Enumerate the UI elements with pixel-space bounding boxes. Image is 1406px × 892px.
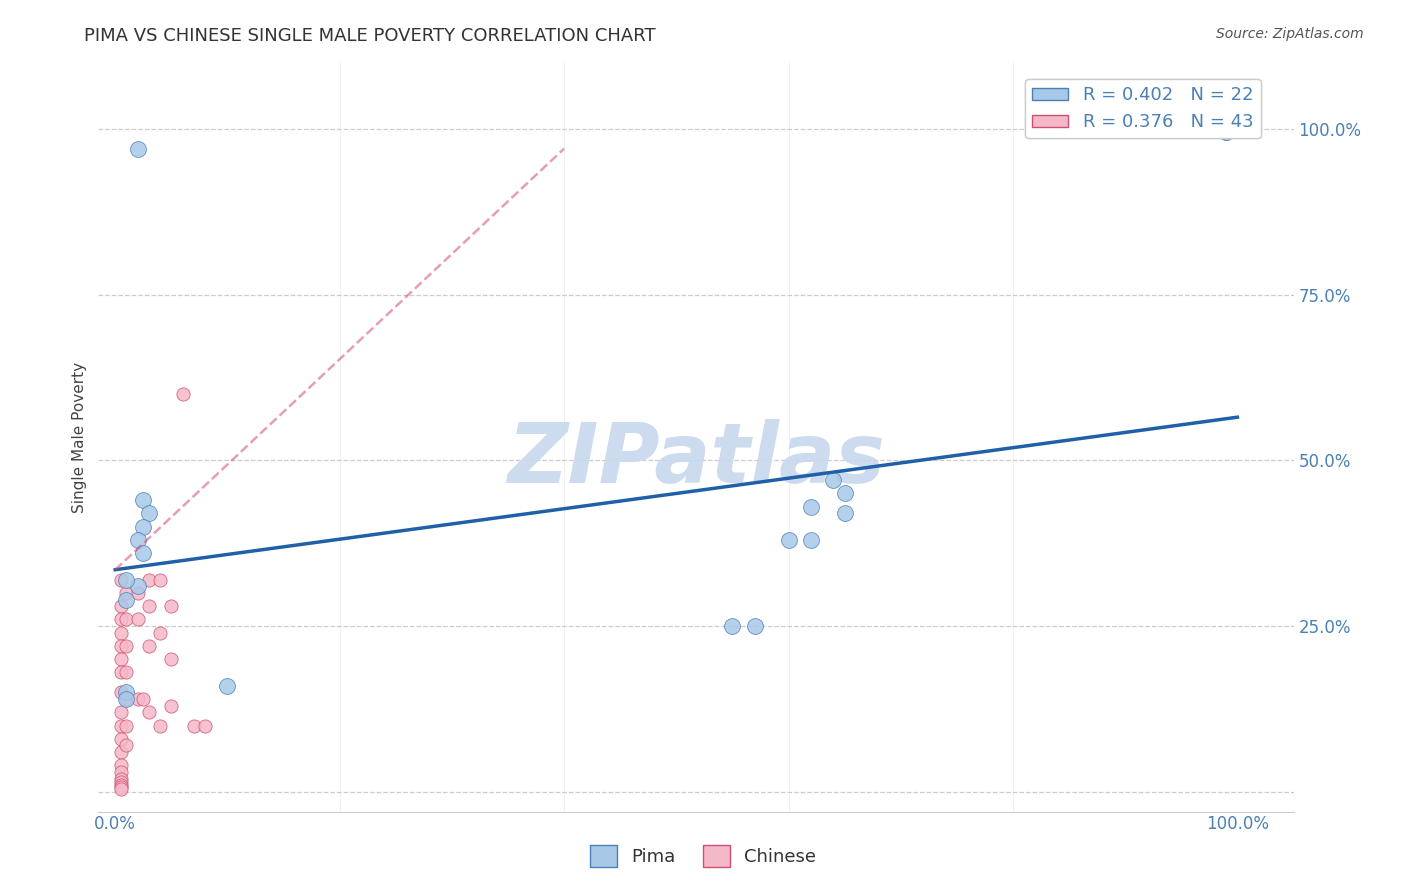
Point <box>110 573 132 587</box>
Point <box>110 625 132 640</box>
Point <box>127 612 149 626</box>
Point <box>149 573 172 587</box>
Point <box>110 718 132 732</box>
Point <box>800 533 823 547</box>
Point <box>834 486 856 500</box>
Point <box>115 639 138 653</box>
Point <box>132 519 155 533</box>
Point <box>110 731 132 746</box>
Point <box>149 625 172 640</box>
Point <box>183 718 205 732</box>
Point <box>132 546 155 560</box>
Point <box>115 612 138 626</box>
Point <box>800 500 823 514</box>
Point <box>115 685 138 699</box>
Point <box>110 764 132 779</box>
Point <box>110 665 132 680</box>
Point <box>138 599 160 614</box>
Point <box>110 758 132 772</box>
Point <box>138 639 160 653</box>
Text: ZIPatlas: ZIPatlas <box>508 419 884 500</box>
Point <box>721 619 744 633</box>
Point <box>172 387 194 401</box>
Point <box>217 679 239 693</box>
Text: 100.0%: 100.0% <box>1206 815 1268 833</box>
Legend: R = 0.402   N = 22, R = 0.376   N = 43: R = 0.402 N = 22, R = 0.376 N = 43 <box>1025 79 1261 138</box>
Text: 0.0%: 0.0% <box>94 815 136 833</box>
Point <box>149 718 172 732</box>
Point <box>115 718 138 732</box>
Point <box>110 705 132 719</box>
Point <box>127 586 149 600</box>
Point <box>110 685 132 699</box>
Point <box>110 780 132 794</box>
Point <box>194 718 217 732</box>
Text: Source: ZipAtlas.com: Source: ZipAtlas.com <box>1216 27 1364 41</box>
Point <box>1215 125 1237 139</box>
Point <box>834 506 856 520</box>
Point <box>138 705 160 719</box>
Point <box>744 619 766 633</box>
Point <box>132 692 155 706</box>
Point <box>110 599 132 614</box>
Point <box>110 772 132 786</box>
Point <box>115 665 138 680</box>
Point <box>115 739 138 753</box>
Point <box>160 599 183 614</box>
Y-axis label: Single Male Poverty: Single Male Poverty <box>72 361 87 513</box>
Legend: Pima, Chinese: Pima, Chinese <box>582 838 824 874</box>
Point <box>110 775 132 789</box>
Point <box>115 592 138 607</box>
Point <box>110 652 132 666</box>
Point <box>160 652 183 666</box>
Point <box>127 692 149 706</box>
Point <box>132 493 155 508</box>
Point <box>115 586 138 600</box>
Point <box>110 745 132 759</box>
Point <box>115 692 138 706</box>
Point <box>110 778 132 792</box>
Text: PIMA VS CHINESE SINGLE MALE POVERTY CORRELATION CHART: PIMA VS CHINESE SINGLE MALE POVERTY CORR… <box>84 27 657 45</box>
Point <box>115 573 138 587</box>
Point <box>127 579 149 593</box>
Point <box>127 142 149 156</box>
Point <box>115 692 138 706</box>
Point <box>138 573 160 587</box>
Point <box>127 533 149 547</box>
Point <box>110 612 132 626</box>
Point <box>823 473 845 487</box>
Point <box>138 506 160 520</box>
Point <box>778 533 800 547</box>
Point <box>160 698 183 713</box>
Point <box>110 639 132 653</box>
Point <box>110 781 132 796</box>
Point <box>1215 125 1237 139</box>
